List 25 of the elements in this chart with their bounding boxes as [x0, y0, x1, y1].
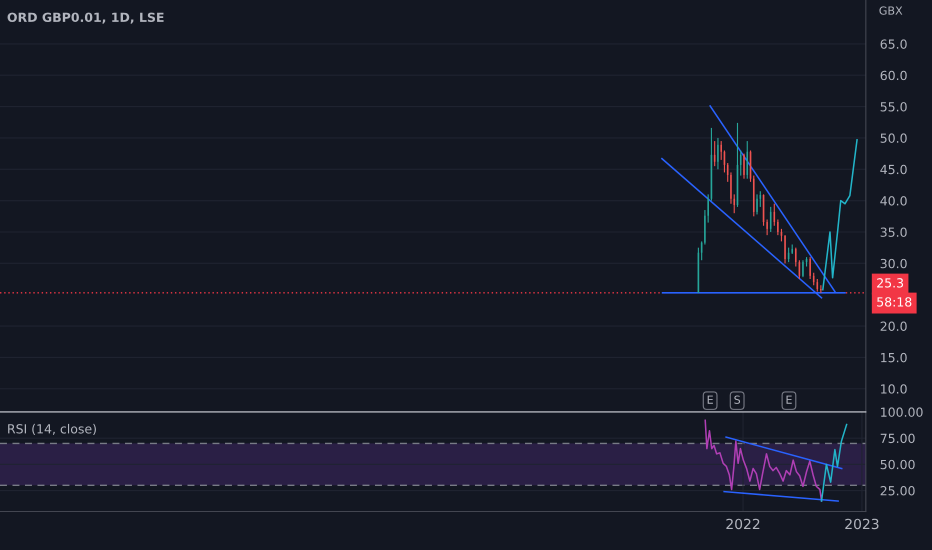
y-tick-label: 60.0: [880, 70, 907, 80]
y-tick-label: 65.0: [880, 39, 907, 49]
ref-line-label: 25.3: [877, 278, 904, 288]
x-tick-label: 2023: [845, 518, 878, 530]
y-tick-label: 40.0: [880, 196, 907, 206]
annotation: E: [708, 396, 713, 404]
x-tick-label: 2022: [726, 518, 760, 530]
text: 58:18: [877, 297, 912, 307]
y-tick-label: 30.0: [880, 258, 907, 268]
y-tick-label: 25.00: [880, 486, 915, 496]
y-tick-label: 20.0: [880, 322, 907, 331]
y-tick-label: 50.00: [880, 460, 915, 470]
y-tick-label: 35.0: [880, 227, 907, 237]
y-tick-label: 100.00: [881, 407, 923, 417]
text: ORD GBP0.01, 1D, LSE: [8, 12, 164, 24]
text: RSI (14, close): [8, 424, 96, 436]
y-tick-label: 50.0: [880, 133, 907, 143]
annotation: E: [786, 396, 792, 404]
y-tick-label: 55.0: [880, 102, 907, 112]
y-tick-label: 15.0: [881, 352, 907, 362]
y-tick-label: 45.0: [880, 164, 907, 174]
annotation: S: [734, 395, 740, 404]
y-tick-label: 75.00: [880, 434, 915, 444]
y-axis-title: GBX: [879, 6, 902, 15]
y-tick-label: 10.0: [881, 384, 907, 394]
